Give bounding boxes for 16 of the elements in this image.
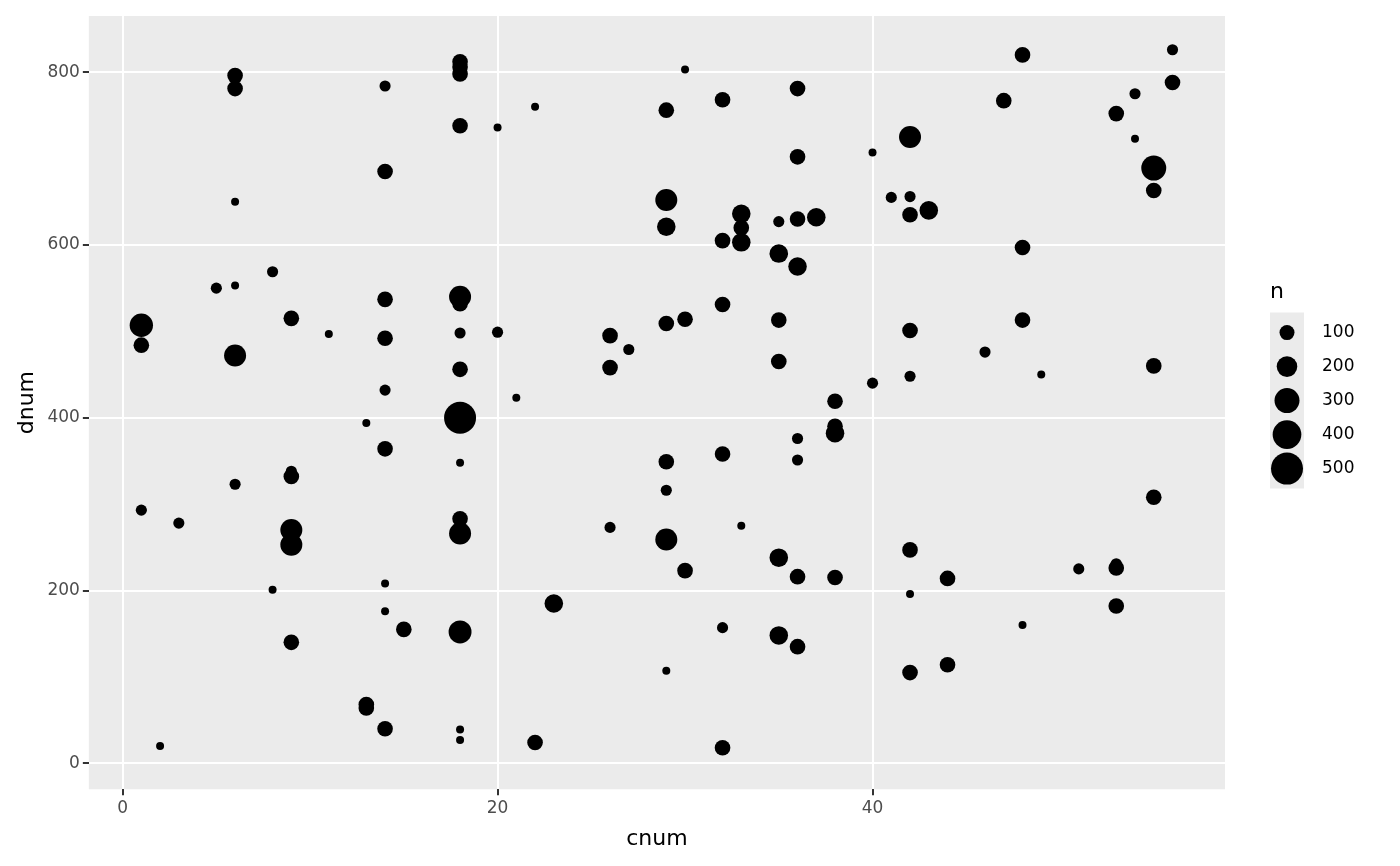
y-tick-label: 200 — [47, 578, 80, 599]
x-tick-label: 40 — [861, 796, 884, 817]
legend-label: 300 — [1322, 389, 1355, 410]
x-tick-label: 0 — [117, 796, 129, 817]
y-axis-title: dnum — [12, 370, 38, 435]
x-tick-label: 20 — [486, 796, 509, 817]
x-axis-title: cnum — [626, 824, 688, 850]
legend-label: 100 — [1322, 321, 1355, 342]
legend-title: n — [1270, 278, 1284, 304]
y-tick-label: 600 — [47, 233, 80, 254]
y-tick-label: 0 — [69, 751, 80, 772]
y-tick-label: 800 — [47, 60, 80, 81]
legend-label: 500 — [1322, 457, 1355, 478]
y-tick-label: 400 — [47, 406, 80, 427]
legend-label: 400 — [1322, 423, 1355, 444]
legend-label: 200 — [1322, 355, 1355, 376]
